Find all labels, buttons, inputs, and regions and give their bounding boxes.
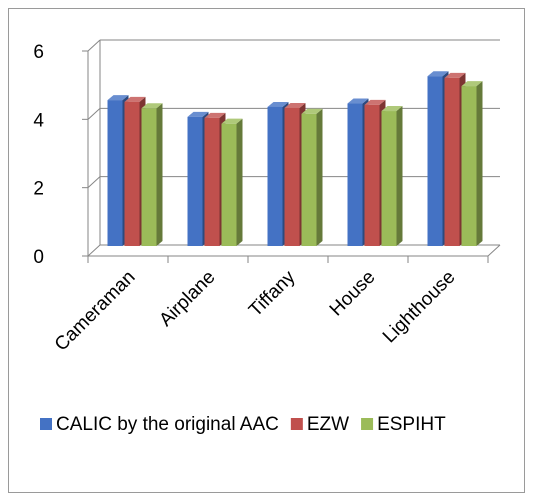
x-category-label: Airplane [155,267,219,331]
legend-swatch [40,418,52,430]
x-category-label: Lighthouse [379,267,460,348]
bar-top [267,101,289,107]
bar-top [381,106,403,112]
bar [427,76,443,246]
bar-top [427,71,449,77]
gridline-diagonal [87,244,101,257]
gridline-diagonal [87,176,101,189]
bar-side [476,81,483,246]
bar [204,117,220,246]
bar [267,106,283,246]
legend-label: ESPIHT [377,414,446,435]
legend-label: EZW [307,414,349,435]
legend-swatch [361,418,374,430]
bar [107,100,123,246]
bar [141,108,157,246]
bar [221,123,237,246]
bar [301,113,317,247]
bar-side [316,108,323,247]
chart-frame [8,8,525,493]
y-tick-label: 2 [33,179,44,200]
gridline-diagonal [87,39,101,52]
bar-top [204,112,226,118]
bar-top [364,99,386,105]
bar-side [236,118,243,246]
y-tick-label: 6 [33,42,44,63]
bar-top [347,98,369,104]
bar-top [461,81,483,87]
bar [381,111,397,247]
x-category-label: Cameraman [51,267,140,356]
bar [284,107,300,246]
floor-edge [487,244,501,257]
x-category-label: House [326,267,380,321]
bar [461,86,477,246]
bar-top [444,72,466,78]
bar [364,104,380,247]
bar-side [156,103,163,246]
bar [444,77,460,247]
gridline-diagonal [87,107,101,120]
legend-swatch [290,418,303,430]
y-tick-label: 0 [33,247,44,268]
bar-side [396,106,403,247]
bar-top [221,118,243,124]
bar-top [301,108,323,114]
bar [124,101,140,246]
bar [187,116,203,246]
bar-top [124,96,146,102]
y-tick-label: 4 [33,110,44,131]
bar-top [187,111,209,117]
legend-label: CALIC by the original AAC [56,414,279,435]
x-category-label: Tiffany [245,266,300,321]
bar-top [141,103,163,109]
bar [347,103,363,247]
bar-top [284,102,306,108]
bar-top [107,95,129,101]
